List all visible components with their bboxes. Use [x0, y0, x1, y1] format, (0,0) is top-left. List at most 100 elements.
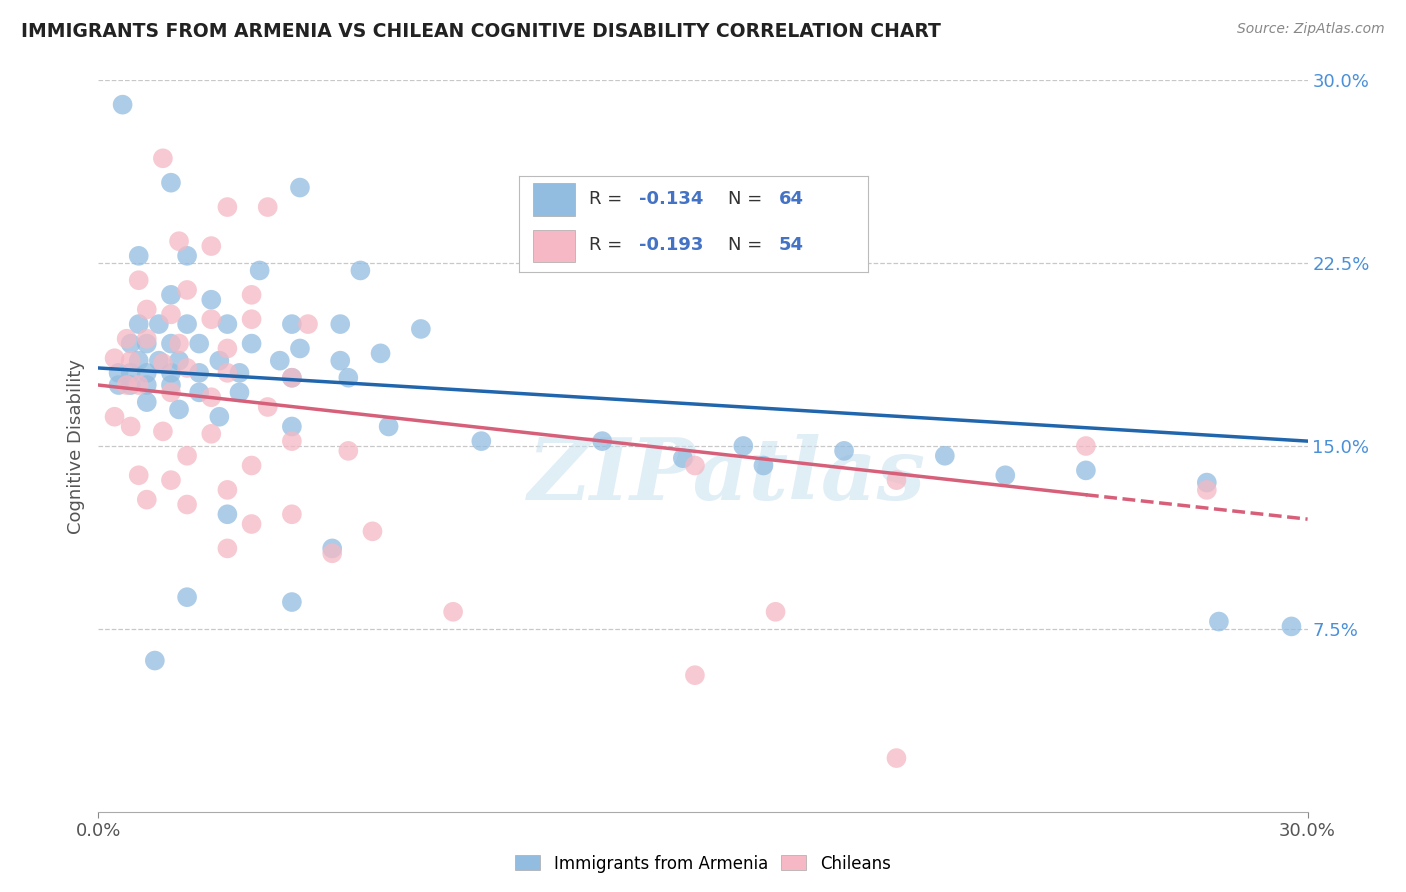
Point	[176, 283, 198, 297]
Point	[143, 654, 166, 668]
Text: -0.134: -0.134	[640, 190, 703, 208]
Point	[160, 176, 183, 190]
Point	[1195, 475, 1218, 490]
Point	[288, 342, 311, 356]
Point	[135, 332, 157, 346]
Point	[256, 200, 278, 214]
Point	[377, 419, 399, 434]
Point	[176, 449, 198, 463]
Point	[152, 356, 174, 370]
Point	[409, 322, 432, 336]
Point	[167, 336, 190, 351]
Point	[115, 332, 138, 346]
Point	[832, 443, 855, 458]
Point	[240, 458, 263, 473]
Text: R =: R =	[589, 236, 627, 254]
Point	[1074, 463, 1097, 477]
Text: N =: N =	[728, 190, 768, 208]
Point	[103, 409, 125, 424]
Point	[321, 546, 343, 560]
Point	[160, 366, 183, 380]
Point	[148, 317, 170, 331]
Point	[160, 336, 183, 351]
Point	[337, 370, 360, 384]
Point	[200, 293, 222, 307]
Text: 54: 54	[779, 236, 804, 254]
Point	[217, 508, 239, 522]
Point	[217, 366, 239, 380]
Point	[128, 273, 150, 287]
Point	[128, 353, 150, 368]
Point	[281, 595, 304, 609]
Point	[370, 346, 392, 360]
Point	[256, 400, 278, 414]
Point	[135, 366, 157, 380]
Point	[329, 317, 352, 331]
Point	[167, 402, 190, 417]
Point	[188, 385, 211, 400]
Point	[176, 498, 198, 512]
Point	[160, 307, 183, 321]
Point	[120, 378, 142, 392]
Point	[135, 395, 157, 409]
Text: R =: R =	[589, 190, 627, 208]
Point	[176, 317, 198, 331]
Point	[200, 312, 222, 326]
Point	[1195, 483, 1218, 497]
Point	[128, 317, 150, 331]
Point	[249, 263, 271, 277]
Point	[217, 342, 239, 356]
Point	[683, 668, 706, 682]
Point	[120, 419, 142, 434]
Text: -0.193: -0.193	[640, 236, 703, 254]
Point	[288, 180, 311, 194]
Point	[441, 605, 464, 619]
Point	[281, 370, 304, 384]
Point	[217, 200, 239, 214]
Point	[281, 419, 304, 434]
Point	[672, 451, 695, 466]
Point	[281, 317, 304, 331]
Point	[321, 541, 343, 556]
Point	[683, 458, 706, 473]
Point	[128, 378, 150, 392]
Point	[148, 353, 170, 368]
Point	[200, 239, 222, 253]
Point	[152, 151, 174, 165]
Point	[120, 336, 142, 351]
Point	[120, 353, 142, 368]
Point	[200, 426, 222, 441]
Point	[188, 366, 211, 380]
Point	[135, 492, 157, 507]
Point	[188, 336, 211, 351]
Point	[934, 449, 956, 463]
Point	[994, 468, 1017, 483]
Point	[752, 458, 775, 473]
Point	[107, 378, 129, 392]
Point	[228, 385, 250, 400]
Point	[329, 353, 352, 368]
Point	[135, 378, 157, 392]
Point	[167, 234, 190, 248]
Point	[240, 336, 263, 351]
Text: IMMIGRANTS FROM ARMENIA VS CHILEAN COGNITIVE DISABILITY CORRELATION CHART: IMMIGRANTS FROM ARMENIA VS CHILEAN COGNI…	[21, 22, 941, 41]
Point	[160, 288, 183, 302]
Point	[200, 390, 222, 404]
Point	[240, 516, 263, 531]
Text: 64: 64	[779, 190, 804, 208]
Text: ZIPatlas: ZIPatlas	[529, 434, 927, 517]
Point	[120, 366, 142, 380]
Point	[135, 302, 157, 317]
Point	[470, 434, 492, 449]
Point	[1281, 619, 1303, 633]
Point	[107, 366, 129, 380]
Point	[297, 317, 319, 331]
Point	[281, 370, 304, 384]
Point	[337, 443, 360, 458]
Point	[208, 409, 231, 424]
Point	[765, 605, 787, 619]
Point	[281, 508, 304, 522]
Legend: Immigrants from Armenia, Chileans: Immigrants from Armenia, Chileans	[509, 848, 897, 880]
Point	[228, 366, 250, 380]
Point	[128, 468, 150, 483]
